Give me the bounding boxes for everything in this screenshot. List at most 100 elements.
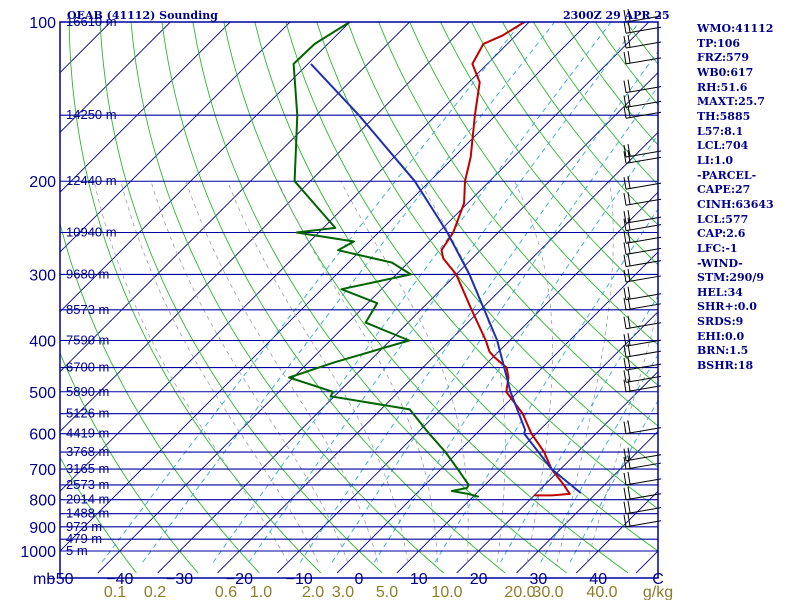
isotherm-line (217, 131, 658, 574)
wind-barb-staff (625, 375, 662, 383)
wind-barb-flag (623, 370, 627, 383)
wind-barb-staff (625, 15, 662, 23)
height-label: 16610 m (66, 14, 117, 29)
stat-item: LI:1.0 (697, 153, 734, 167)
mixing-ratio-label: 5.0 (376, 584, 398, 600)
wind-barb-staff (625, 275, 662, 283)
stat-item: -PARCEL- (697, 168, 757, 182)
wind-barb-staff (625, 57, 662, 65)
wind-barb-flag (623, 501, 627, 514)
wind-barb-flag (623, 80, 627, 93)
height-label: 9680 m (66, 266, 109, 281)
stat-item: CAPE:27 (697, 183, 751, 197)
wind-barb-staff (625, 247, 662, 255)
stats-panel: WMO:41112 TP:106 FRZ:579 WB0:617 RH:51.6 MAXT… (697, 22, 797, 374)
wind-barb (623, 420, 662, 435)
wind-barb-flag (623, 177, 627, 190)
wind-barb-flag (627, 217, 631, 230)
wind-barb-flag (627, 210, 631, 223)
wind-barb (623, 8, 662, 23)
wind-barb-flag (627, 241, 631, 254)
stat-item: -WIND- (697, 256, 743, 270)
mixing-ratio-label: 20.0 (504, 584, 535, 600)
wind-barb-flag (627, 333, 631, 346)
wind-barb-flag (623, 51, 627, 64)
stat-item: L57:8.1 (697, 124, 744, 138)
wind-barb-flag (627, 344, 631, 357)
mixing-ratio-line (331, 85, 658, 563)
wind-barb (623, 210, 662, 224)
wind-barb (623, 369, 662, 383)
wind-barb-flag (623, 193, 627, 206)
wind-barb-staff (625, 520, 662, 528)
wind-barb-flag (623, 345, 627, 358)
pressure-tick-label: 1000 (20, 544, 56, 561)
wind-barb-flag (623, 379, 627, 392)
wind-barb-flag (627, 150, 631, 163)
wind-barb-flag (627, 176, 631, 189)
stat-item: FRZ:579 (697, 51, 750, 65)
wind-barb-flag (627, 268, 631, 282)
wind-barb-staff (625, 224, 662, 232)
wind-barb (623, 315, 662, 330)
isotherm-line (276, 191, 658, 574)
wind-barb-flag (627, 34, 631, 48)
wind-barb-flag (623, 254, 627, 267)
plot-frame (59, 21, 659, 579)
wind-barb-staff (625, 236, 662, 244)
isobar-lines (60, 21, 658, 552)
wind-barb-flag (627, 230, 631, 243)
pressure-tick-label: 200 (29, 174, 56, 191)
height-label: 8573 m (66, 302, 109, 317)
wind-barb-staff (625, 303, 662, 311)
wind-barb-flag (627, 286, 631, 299)
wind-barb-flag (623, 421, 627, 434)
isotherm-line (60, 22, 411, 373)
wind-barb-flag (627, 79, 631, 92)
mixing-ratio-label: 30.0 (532, 584, 563, 600)
wind-barb-staff (625, 293, 662, 301)
wind-barb-staff (625, 156, 662, 164)
wind-barb (623, 241, 662, 255)
wind-barb-flag (623, 231, 627, 244)
pressure-tick-label: 100 (29, 15, 56, 32)
stat-item: RH:51.6 (697, 80, 748, 94)
mixing-ratio-label: 0.2 (144, 584, 166, 600)
height-label: 973 m (66, 519, 102, 534)
temperature-tick-label: −30 (166, 571, 193, 588)
temperature-tick-label: −20 (226, 571, 253, 588)
wind-barb (623, 150, 662, 164)
mixing-ratio-label: 0.6 (215, 584, 237, 600)
wind-barb (623, 486, 662, 501)
wind-barb-flag (627, 94, 631, 107)
mixing-ratio-label: 2.0 (302, 584, 324, 600)
wind-barb-flag (623, 358, 627, 371)
wind-barb-flag (623, 448, 627, 461)
wind-barb (623, 192, 662, 206)
temperature-tick-label: −50 (46, 571, 73, 588)
stat-item: SHR+:0.0 (697, 300, 757, 314)
wind-barb-flag (627, 378, 631, 391)
pressure-tick-label: 400 (29, 333, 56, 350)
wind-barb-flag (627, 369, 631, 382)
isotherm-line (60, 22, 351, 313)
wind-barb-flag (627, 420, 631, 433)
wind-barbs (623, 8, 662, 528)
temperature-tick-label: 30 (530, 571, 548, 588)
height-label: 4419 m (66, 426, 109, 441)
mixing-ratio-label: 10.0 (431, 584, 462, 600)
wind-barb-flag (623, 144, 627, 158)
wind-barb (623, 455, 662, 470)
wind-barb-flag (623, 269, 627, 283)
wind-barb-staff (625, 493, 662, 501)
mixing-ratio-label: 3.0 (332, 584, 354, 600)
temperature-line (440, 22, 571, 497)
mixing-ratio-line (299, 50, 658, 563)
wind-barb (623, 500, 662, 515)
wind-barb-flag (623, 151, 627, 164)
mixing-ratio-label: 1.0 (250, 584, 272, 600)
stat-item: LFC:-1 (697, 241, 738, 255)
stat-item: WMO:41112 (697, 22, 774, 35)
